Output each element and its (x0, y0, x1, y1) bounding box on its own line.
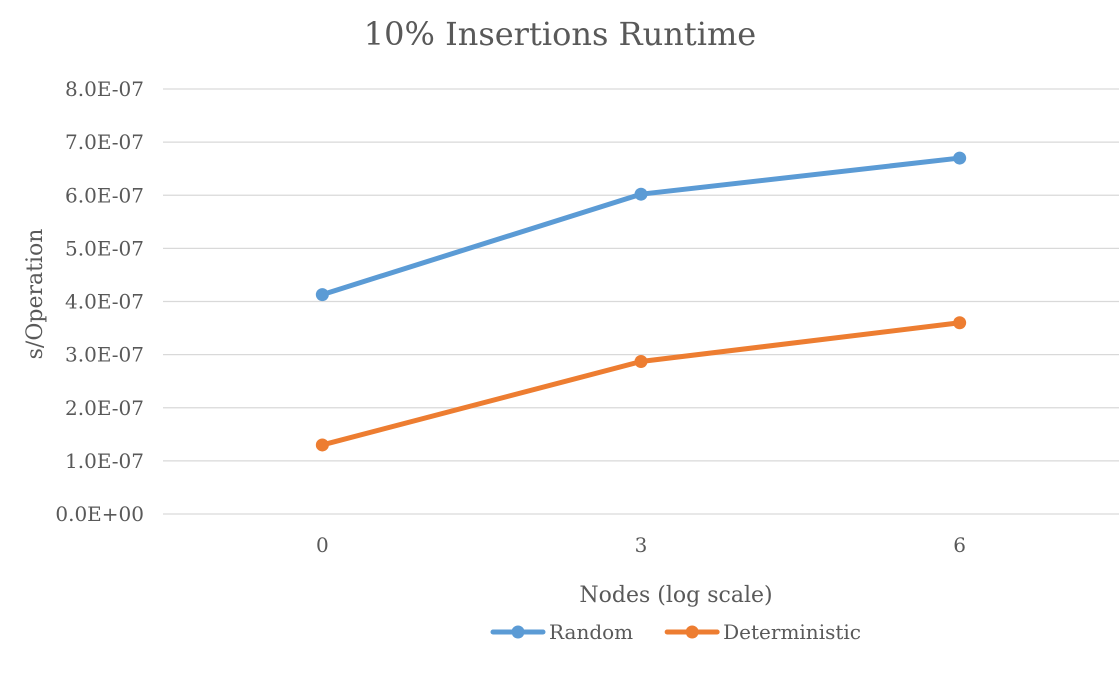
legend-marker (685, 625, 699, 639)
data-point (953, 316, 967, 330)
y-tick-label: 6.0E-07 (65, 183, 144, 207)
x-axis-tick-labels: 0 3 6 (316, 533, 966, 557)
series-deterministic (315, 316, 967, 452)
series-line (319, 155, 963, 298)
y-tick-label: 7.0E-07 (65, 130, 144, 154)
y-tick-label: 8.0E-07 (65, 77, 144, 101)
legend-item-random: Random (490, 620, 633, 644)
y-tick-label: 5.0E-07 (65, 236, 144, 260)
legend: Random Deterministic (490, 620, 861, 644)
chart-title: 10% Insertions Runtime (364, 15, 756, 53)
y-tick-label: 0.0E+00 (55, 502, 144, 526)
series-layer (315, 151, 967, 452)
x-tick-label: 0 (316, 533, 329, 557)
legend-label: Random (549, 620, 633, 644)
legend-marker (511, 625, 525, 639)
series-line (319, 320, 963, 448)
legend-item-deterministic: Deterministic (664, 620, 861, 644)
x-tick-label: 3 (635, 533, 648, 557)
y-axis-tick-labels: 0.0E+00 1.0E-07 2.0E-07 3.0E-07 4.0E-07 5.0E-… (55, 77, 144, 526)
series-random (315, 151, 967, 302)
y-tick-label: 2.0E-07 (65, 396, 144, 420)
gridlines (163, 88, 1119, 515)
x-tick-label: 6 (953, 533, 966, 557)
data-point (953, 151, 967, 165)
y-tick-label: 4.0E-07 (65, 290, 144, 314)
x-axis-label: Nodes (log scale) (579, 583, 772, 608)
y-tick-label: 1.0E-07 (65, 449, 144, 473)
data-point (634, 355, 648, 369)
y-axis-label: s/Operation (23, 229, 48, 360)
y-tick-label: 3.0E-07 (65, 343, 144, 367)
data-point (634, 187, 648, 201)
data-point (315, 438, 329, 452)
data-point (315, 288, 329, 302)
legend-label: Deterministic (723, 620, 861, 644)
